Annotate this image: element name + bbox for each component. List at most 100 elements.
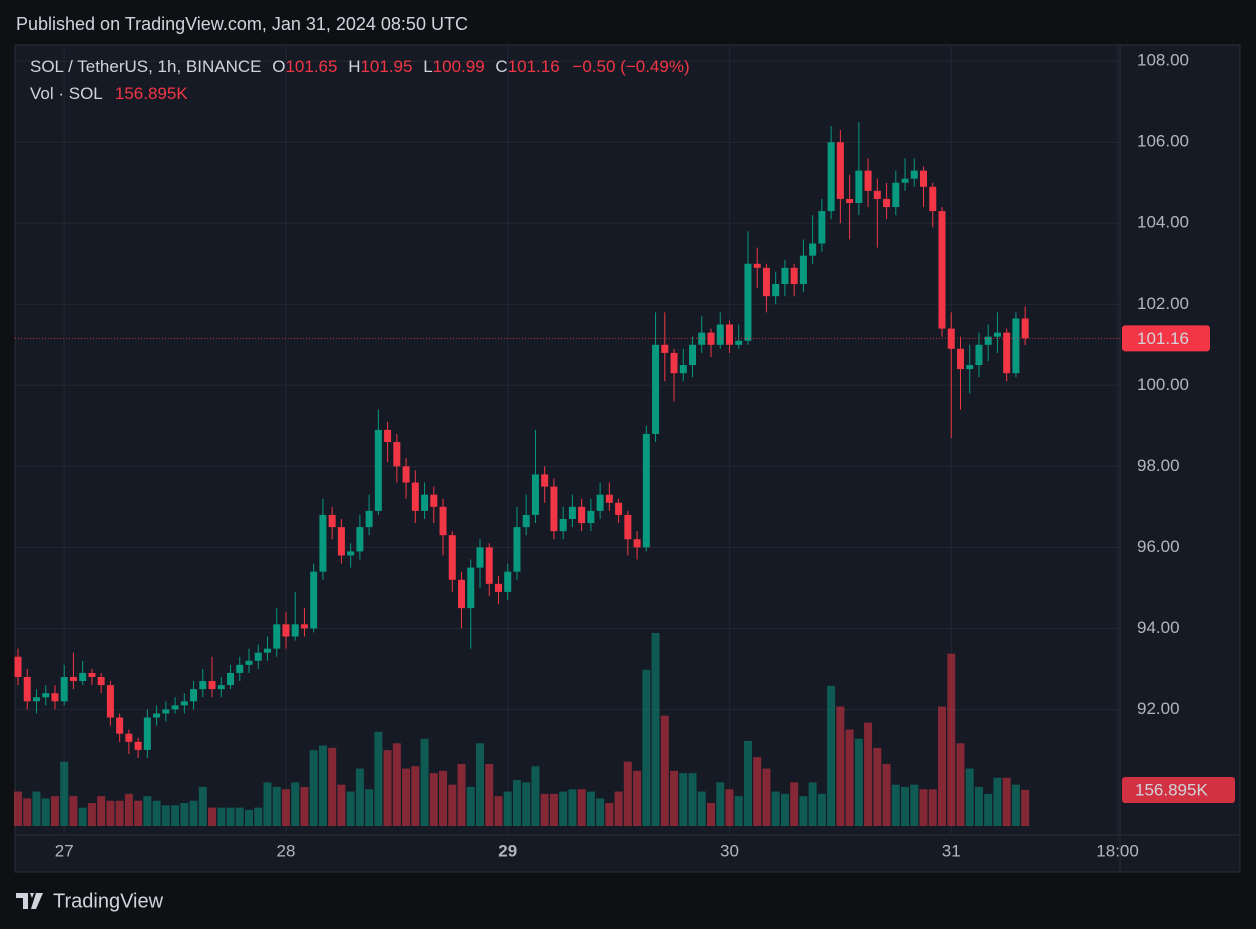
candle-body	[892, 182, 900, 208]
volume-bar	[697, 791, 706, 826]
volume-bar	[586, 791, 595, 826]
candle-body	[929, 186, 937, 212]
volume-bar	[1011, 784, 1020, 826]
candle-body	[864, 170, 872, 191]
candle-body	[217, 685, 225, 690]
volume-bar	[845, 729, 854, 826]
candle-body	[282, 624, 290, 637]
candle-body	[300, 624, 308, 629]
volume-bar	[60, 761, 69, 826]
last-volume-box	[1122, 776, 1235, 803]
legend: SOL / TetherUS, 1h, BINANCE O101.65 H101…	[30, 57, 690, 76]
volume-bar	[171, 805, 180, 826]
volume-bar	[50, 796, 59, 826]
volume-bar	[235, 807, 244, 826]
chart-title: Published on TradingView.com, Jan 31, 20…	[16, 14, 468, 34]
legend-letter: C	[495, 57, 507, 76]
volume-bar	[540, 793, 549, 826]
volume-bar	[346, 791, 355, 826]
volume-bar	[522, 782, 531, 826]
volume-bar	[457, 763, 466, 826]
volume-bar	[623, 761, 632, 826]
legend-value: 101.95	[360, 57, 412, 76]
volume-bar	[938, 706, 946, 826]
candle-body	[116, 717, 124, 734]
candle-body	[670, 352, 678, 374]
candle-body	[32, 697, 40, 702]
volume-bar	[198, 786, 207, 826]
x-tick-label: 31	[942, 841, 961, 860]
volume-bar	[374, 731, 383, 826]
candle-body	[60, 677, 68, 702]
candle-body	[956, 348, 964, 370]
volume-bar	[660, 715, 669, 826]
candle-body	[134, 741, 142, 750]
grid	[15, 45, 1120, 835]
candle-body	[51, 693, 59, 702]
candle-body	[125, 733, 133, 742]
volume-bar	[974, 786, 983, 826]
volume-bar	[180, 803, 189, 826]
volume-bar	[411, 766, 420, 826]
candle-body	[458, 579, 466, 609]
candle-body	[975, 344, 983, 366]
candle-body	[781, 267, 789, 285]
candle-body	[753, 263, 761, 268]
volume-bar	[679, 773, 688, 826]
volume-bar	[531, 766, 540, 826]
volume-bar	[670, 770, 679, 826]
volume-bar	[263, 782, 272, 826]
legend-value: 101.65	[285, 57, 337, 76]
candle-body	[633, 539, 641, 548]
volume-bar	[87, 803, 96, 826]
volume-bar	[115, 800, 124, 826]
candle-body	[873, 190, 881, 199]
volume-layer	[14, 633, 1030, 826]
volume-bar	[771, 791, 780, 826]
volume-bar	[725, 789, 734, 826]
volume-bar	[402, 768, 411, 826]
volume-bar	[577, 789, 586, 826]
volume-bar	[106, 800, 115, 826]
volume-bar	[152, 800, 161, 826]
volume-bar	[762, 768, 771, 826]
volume-bar	[124, 793, 133, 826]
candle-body	[356, 527, 364, 552]
volume-bar	[734, 796, 743, 826]
candle-body	[439, 506, 447, 536]
candle-body	[762, 267, 770, 297]
y-tick-label: 98.00	[1137, 456, 1180, 475]
candle-body	[689, 344, 697, 366]
x-tick-label: 30	[720, 841, 739, 860]
volume-value: 156.895K	[115, 84, 188, 103]
candle-body	[624, 514, 632, 540]
candle-body	[938, 211, 946, 329]
candle-body	[1021, 318, 1029, 339]
volume-bar	[226, 807, 235, 826]
volume-bar	[494, 796, 503, 826]
candle-body	[531, 474, 539, 515]
candle-layer	[14, 121, 1029, 759]
candle-body	[578, 506, 586, 524]
volume-bar	[476, 743, 484, 826]
candle-body	[652, 344, 660, 434]
candle-body	[605, 494, 613, 503]
volume-bar	[799, 796, 808, 826]
volume-bar	[605, 803, 614, 826]
volume-bar	[910, 784, 919, 826]
candle-body	[393, 442, 401, 467]
candle-body	[153, 713, 161, 718]
volume-bar	[827, 685, 836, 826]
candle-body	[1003, 332, 1011, 374]
volume-bar	[355, 768, 364, 826]
candle-body	[79, 672, 87, 682]
candle-body	[365, 510, 373, 528]
volume-bar	[272, 786, 281, 826]
volume-bar	[882, 763, 891, 826]
candle-body	[411, 482, 419, 511]
candle-body	[494, 583, 502, 592]
x-tick-label: 29	[498, 841, 517, 860]
candle-body	[615, 502, 623, 515]
candle-body	[541, 474, 549, 487]
